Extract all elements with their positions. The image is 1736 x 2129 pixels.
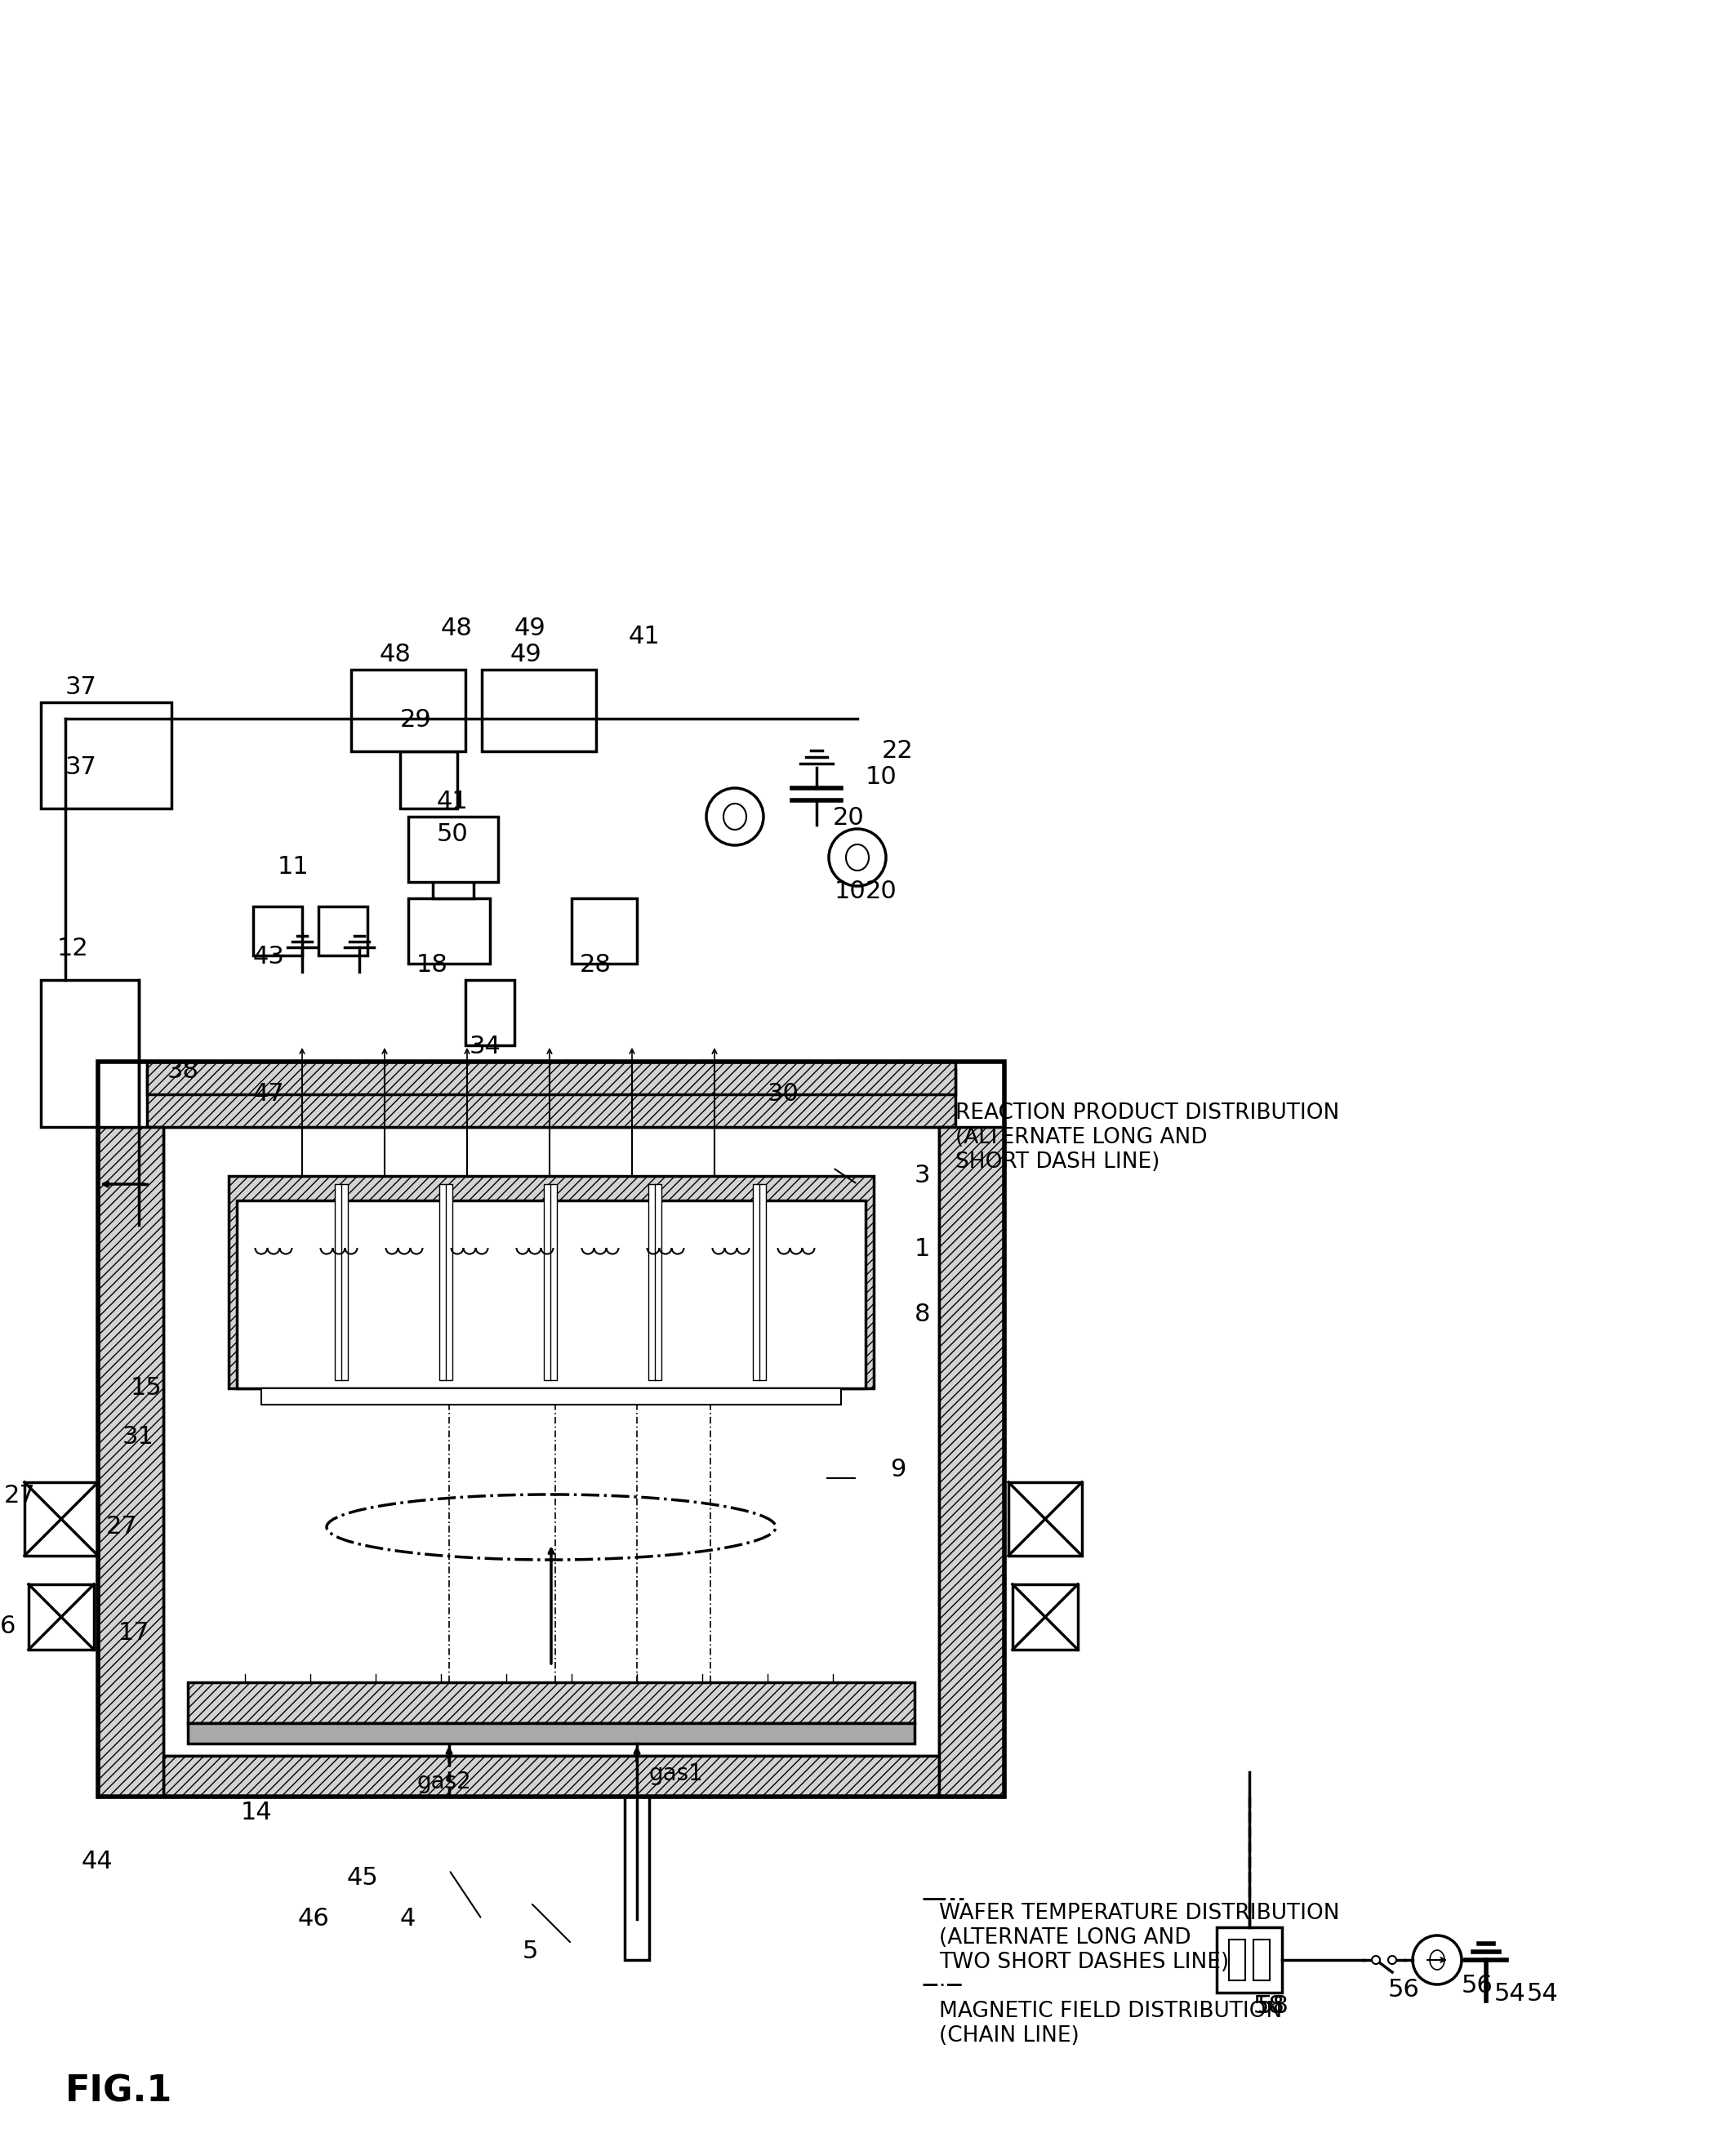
Bar bbox=[939, 1126, 1005, 1797]
Text: 5: 5 bbox=[523, 1940, 538, 1963]
Bar bbox=[24, 1482, 97, 1556]
Bar bbox=[42, 979, 139, 1126]
Bar bbox=[253, 907, 302, 956]
Text: 54: 54 bbox=[1495, 1982, 1526, 2006]
Bar bbox=[97, 1126, 163, 1797]
Text: 27: 27 bbox=[3, 1484, 36, 1507]
Bar bbox=[163, 1126, 939, 1756]
Text: 46: 46 bbox=[299, 1908, 330, 1931]
Text: 41: 41 bbox=[628, 626, 660, 649]
Bar bbox=[1012, 1584, 1078, 1650]
Circle shape bbox=[1413, 1935, 1462, 1984]
Text: 27: 27 bbox=[106, 1516, 137, 1539]
Bar bbox=[1009, 1482, 1082, 1556]
Bar bbox=[229, 1175, 873, 1388]
Text: 49: 49 bbox=[514, 617, 547, 641]
Text: 56: 56 bbox=[1389, 1978, 1420, 2001]
Bar bbox=[1253, 1940, 1269, 1980]
Bar bbox=[465, 979, 514, 1045]
Text: 9: 9 bbox=[891, 1458, 906, 1482]
Bar bbox=[408, 898, 490, 964]
Text: 10: 10 bbox=[833, 879, 866, 903]
Bar bbox=[163, 1756, 939, 1797]
Text: gas2: gas2 bbox=[417, 1771, 470, 1793]
Text: 20: 20 bbox=[833, 807, 865, 830]
Text: 11: 11 bbox=[278, 856, 309, 879]
Circle shape bbox=[1389, 1957, 1396, 1965]
Text: 12: 12 bbox=[57, 937, 89, 960]
Bar bbox=[648, 1184, 661, 1380]
Text: 1: 1 bbox=[915, 1237, 930, 1260]
Text: REACTION PRODUCT DISTRIBUTION
(ALTERNATE LONG AND
SHORT DASH LINE): REACTION PRODUCT DISTRIBUTION (ALTERNATE… bbox=[955, 1103, 1340, 1173]
Circle shape bbox=[1371, 1957, 1380, 1965]
Bar bbox=[148, 1069, 955, 1126]
Text: 37: 37 bbox=[66, 675, 97, 698]
Bar bbox=[399, 752, 457, 809]
Text: 44: 44 bbox=[82, 1850, 113, 1874]
Text: 29: 29 bbox=[399, 709, 432, 732]
Text: 28: 28 bbox=[580, 954, 611, 977]
Bar bbox=[1229, 1940, 1245, 1980]
Text: 8: 8 bbox=[915, 1303, 930, 1326]
Bar bbox=[236, 1201, 866, 1388]
Text: FIG.1: FIG.1 bbox=[66, 2074, 172, 2110]
Bar bbox=[97, 1062, 1005, 1797]
Bar bbox=[543, 1184, 557, 1380]
Text: 50: 50 bbox=[437, 822, 469, 845]
Text: 45: 45 bbox=[347, 1867, 378, 1891]
Text: 34: 34 bbox=[469, 1035, 502, 1058]
Bar bbox=[432, 858, 474, 898]
Text: 22: 22 bbox=[882, 739, 913, 762]
Bar bbox=[262, 1388, 840, 1405]
Bar bbox=[483, 671, 595, 752]
Text: 20: 20 bbox=[866, 879, 898, 903]
Bar bbox=[187, 1682, 915, 1722]
Bar bbox=[439, 1184, 453, 1380]
Text: 58: 58 bbox=[1257, 1995, 1290, 2018]
Text: 18: 18 bbox=[417, 954, 448, 977]
Circle shape bbox=[707, 788, 764, 845]
Bar bbox=[187, 1722, 915, 1744]
Bar bbox=[42, 703, 172, 809]
Text: 48: 48 bbox=[380, 643, 411, 666]
Bar bbox=[318, 907, 368, 956]
Bar bbox=[1217, 1927, 1281, 1993]
Text: 54: 54 bbox=[1528, 1982, 1559, 2006]
Text: 3: 3 bbox=[915, 1165, 930, 1188]
Bar bbox=[408, 818, 498, 881]
Text: 38: 38 bbox=[167, 1060, 200, 1084]
Text: 10: 10 bbox=[866, 764, 898, 790]
Text: 31: 31 bbox=[123, 1426, 155, 1450]
Text: 30: 30 bbox=[767, 1082, 799, 1107]
Text: WAFER TEMPERATURE DISTRIBUTION
(ALTERNATE LONG AND
TWO SHORT DASHES LINE): WAFER TEMPERATURE DISTRIBUTION (ALTERNAT… bbox=[939, 1903, 1340, 1974]
Bar bbox=[351, 671, 465, 752]
Bar bbox=[571, 898, 637, 964]
Bar bbox=[625, 1797, 649, 1961]
Text: MAGNETIC FIELD DISTRIBUTION
(CHAIN LINE): MAGNETIC FIELD DISTRIBUTION (CHAIN LINE) bbox=[939, 2001, 1283, 2046]
Text: 43: 43 bbox=[253, 945, 285, 969]
Text: 49: 49 bbox=[510, 643, 542, 666]
Text: 6: 6 bbox=[0, 1614, 16, 1637]
Bar bbox=[335, 1184, 347, 1380]
Text: 37: 37 bbox=[66, 756, 97, 779]
Bar bbox=[148, 1062, 955, 1094]
Text: 41: 41 bbox=[437, 790, 469, 813]
Bar bbox=[753, 1184, 766, 1380]
Text: 58: 58 bbox=[1253, 1995, 1285, 2018]
Text: 48: 48 bbox=[441, 617, 472, 641]
Text: 47: 47 bbox=[253, 1082, 285, 1107]
Circle shape bbox=[828, 828, 885, 886]
Text: 14: 14 bbox=[241, 1801, 273, 1825]
Text: 15: 15 bbox=[130, 1377, 161, 1401]
Text: 56: 56 bbox=[1462, 1974, 1493, 1997]
Text: 4: 4 bbox=[399, 1908, 417, 1931]
Text: 17: 17 bbox=[118, 1622, 149, 1646]
Bar bbox=[28, 1584, 94, 1650]
Text: gas1: gas1 bbox=[649, 1763, 703, 1786]
